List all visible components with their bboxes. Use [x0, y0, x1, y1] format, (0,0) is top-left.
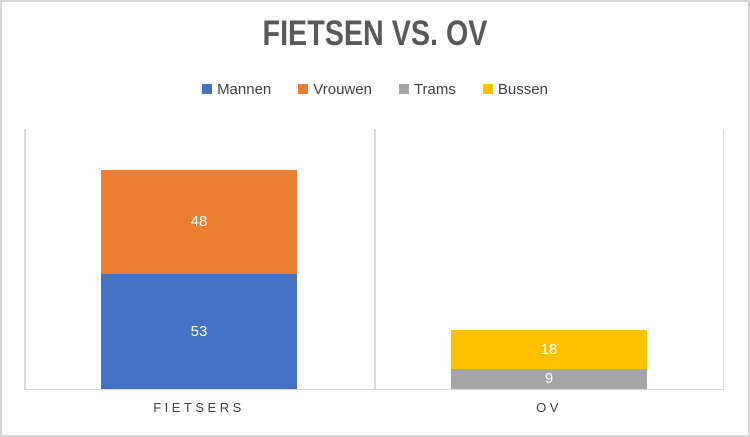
legend-item-trams: Trams	[398, 80, 456, 98]
legend-label: Mannen	[217, 80, 272, 98]
chart-title: FIETSEN VS. OV	[262, 14, 488, 53]
legend-swatch-icon	[298, 84, 309, 94]
vertical-gridline	[374, 129, 376, 389]
legend-label: Vrouwen	[313, 80, 372, 98]
x-axis-line	[24, 388, 724, 390]
data-label: 18	[540, 341, 558, 359]
legend-item-bussen: Bussen	[482, 80, 548, 98]
vertical-gridline	[722, 129, 724, 389]
legend-swatch-icon	[482, 84, 493, 94]
plot-area: 53 48 9 18	[24, 129, 724, 390]
legend-item-vrouwen: Vrouwen	[298, 82, 372, 97]
category-label-fietsers: FIETSERS	[153, 400, 245, 415]
bar-segment-vrouwen: 48	[101, 170, 297, 274]
data-label: 53	[190, 322, 208, 340]
bar-segment-trams: 9	[451, 369, 647, 389]
data-label: 9	[544, 370, 554, 388]
vertical-gridline	[24, 129, 26, 389]
x-axis-labels: FIETSERS OV	[24, 400, 724, 420]
legend: Mannen Vrouwen Trams Bussen	[2, 79, 748, 99]
stacked-bar-fietsers: 53 48	[101, 170, 297, 389]
bar-segment-bussen: 18	[451, 330, 647, 370]
data-label: 48	[190, 213, 208, 231]
legend-swatch-icon	[202, 84, 213, 94]
legend-swatch-icon	[398, 84, 409, 94]
legend-label: Bussen	[497, 80, 548, 98]
bar-segment-mannen: 53	[101, 273, 297, 389]
legend-label: Trams	[413, 80, 456, 98]
stacked-bar-ov: 9 18	[451, 330, 647, 389]
legend-item-mannen: Mannen	[202, 82, 271, 97]
category-label-ov: OV	[536, 400, 562, 415]
